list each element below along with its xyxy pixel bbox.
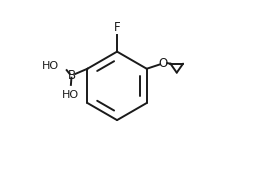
Text: F: F — [114, 21, 120, 34]
Text: HO: HO — [42, 61, 59, 71]
Text: HO: HO — [62, 90, 79, 100]
Text: O: O — [159, 57, 168, 70]
Text: B: B — [68, 69, 76, 82]
